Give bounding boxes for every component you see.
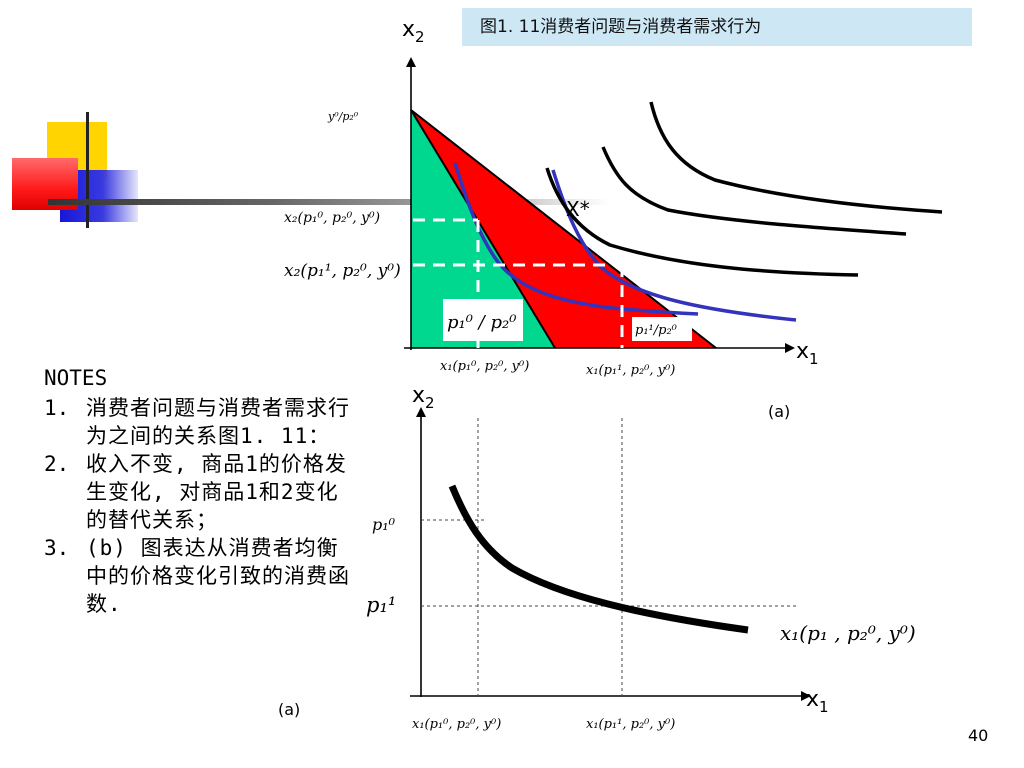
- demand-curve: [448, 484, 749, 634]
- x2-p0-label: x₂(p₁⁰, p₂⁰, y⁰): [284, 210, 380, 226]
- bottom-chart: x2 x1 p₁⁰ p₁¹ x₁(p₁ , p₂⁰, y⁰) x₁(p₁⁰, p…: [366, 383, 916, 732]
- top-chart-caption: (a): [768, 402, 791, 421]
- x1-p0-label: x₁(p₁⁰, p₂⁰, y⁰): [440, 359, 529, 374]
- indifference-curve-black-1: [545, 167, 859, 277]
- notes-item: 2. 收入不变, 商品1的价格发生变化, 对商品1和2变化的替代关系；: [44, 450, 354, 534]
- intercept-label: y⁰/p₂⁰: [327, 110, 359, 123]
- slope-label-box-0: [443, 299, 523, 341]
- slide-title: 图1. 11消费者问题与消费者需求行为: [462, 8, 972, 46]
- notes-item-text: 收入不变, 商品1的价格发生变化, 对商品1和2变化的替代关系；: [86, 452, 347, 532]
- x2-p1-label: x₂(p₁¹, p₂⁰, y⁰): [284, 261, 401, 281]
- notes-item-number: 3.: [44, 536, 70, 560]
- bottom-x1-p1-label: x₁(p₁¹, p₂⁰, y⁰): [586, 717, 675, 732]
- xstar-label: X*: [566, 197, 590, 221]
- notes-item: 1. 消费者问题与消费者需求行为之间的关系图1. 11：: [44, 394, 354, 450]
- bottom-chart-caption: (a): [278, 700, 301, 719]
- p11-label: p₁¹: [366, 593, 396, 617]
- budget-line-original: [410, 109, 556, 349]
- slope-label-box-1: [632, 317, 692, 341]
- p10-label: p₁⁰: [372, 515, 396, 534]
- decorative-vertical-line: [86, 112, 89, 228]
- indifference-curve-black-3: [649, 101, 943, 214]
- x1-p1-label: x₁(p₁¹, p₂⁰, y⁰): [586, 363, 675, 378]
- bottom-x-axis-label: x1: [806, 687, 829, 716]
- bottom-x1-p0-label: x₁(p₁⁰, p₂⁰, y⁰): [412, 717, 501, 732]
- notes-item-text: 消费者问题与消费者需求行为之间的关系图1. 11：: [86, 396, 350, 448]
- notes-item-number: 2.: [44, 452, 70, 476]
- notes-header: NOTES: [44, 366, 108, 390]
- slope-label-0: p₁⁰ / p₂⁰: [447, 312, 516, 333]
- notes-item: 3. (b) 图表达从消费者均衡中的价格变化引致的消费函数.: [44, 534, 354, 618]
- budget-line-new: [410, 109, 717, 349]
- slope-label-1: p₁¹/p₂⁰: [635, 323, 678, 338]
- top-y-axis-label: x2: [402, 17, 425, 46]
- notes-item-number: 1.: [44, 396, 70, 420]
- demand-curve-label: x₁(p₁ , p₂⁰, y⁰): [780, 621, 916, 645]
- bottom-y-axis-label: x2: [412, 383, 435, 412]
- notes-panel: NOTES 1. 消费者问题与消费者需求行为之间的关系图1. 11： 2. 收入…: [44, 364, 354, 618]
- top-x-axis-label: x1: [796, 339, 819, 368]
- indifference-curve-black-2: [601, 146, 907, 236]
- page-number: 40: [968, 726, 989, 745]
- notes-item-text: (b) 图表达从消费者均衡中的价格变化引致的消费函数.: [86, 536, 350, 616]
- top-chart: x2 x1 y⁰/p₂⁰ x₂(p₁⁰, p₂⁰, y⁰) x₂(p₁¹, p₂…: [284, 17, 943, 378]
- decorative-horizontal-line: [48, 199, 608, 205]
